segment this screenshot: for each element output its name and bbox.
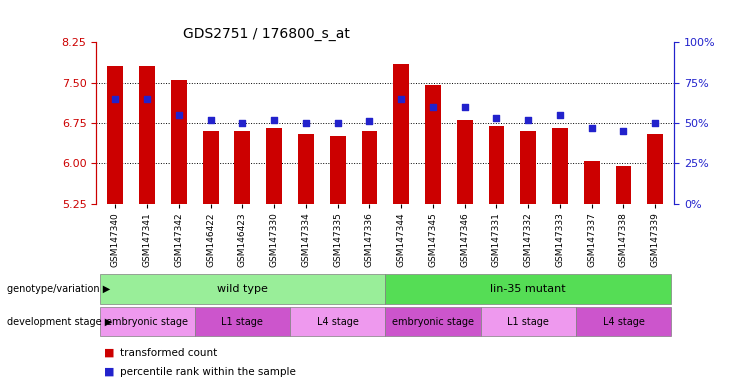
Point bbox=[364, 118, 376, 124]
Bar bbox=[99, 307, 195, 336]
Point bbox=[300, 120, 312, 126]
Point bbox=[142, 96, 153, 102]
Bar bbox=[425, 85, 441, 204]
Point bbox=[395, 96, 407, 102]
Point bbox=[236, 120, 248, 126]
Text: development stage ▶: development stage ▶ bbox=[7, 316, 113, 327]
Point bbox=[649, 120, 661, 126]
Point bbox=[491, 115, 502, 121]
Bar bbox=[139, 66, 155, 204]
Bar bbox=[393, 64, 409, 204]
Bar bbox=[481, 307, 576, 336]
Text: L4 stage: L4 stage bbox=[316, 316, 359, 327]
Point bbox=[522, 117, 534, 123]
Text: lin-35 mutant: lin-35 mutant bbox=[491, 284, 566, 294]
Point bbox=[332, 120, 344, 126]
Text: L1 stage: L1 stage bbox=[222, 316, 263, 327]
Bar bbox=[456, 120, 473, 204]
Bar bbox=[266, 128, 282, 204]
Point bbox=[110, 96, 122, 102]
Bar bbox=[576, 307, 671, 336]
Point bbox=[205, 117, 216, 123]
Bar bbox=[385, 274, 671, 304]
Text: ■: ■ bbox=[104, 348, 118, 358]
Bar bbox=[616, 166, 631, 204]
Text: ■: ■ bbox=[104, 367, 118, 377]
Text: wild type: wild type bbox=[217, 284, 268, 294]
Bar bbox=[520, 131, 536, 204]
Bar bbox=[488, 126, 505, 204]
Bar bbox=[330, 136, 345, 204]
Text: L1 stage: L1 stage bbox=[508, 316, 549, 327]
Point bbox=[459, 104, 471, 110]
Point bbox=[427, 104, 439, 110]
Text: embryonic stage: embryonic stage bbox=[106, 316, 188, 327]
Point bbox=[173, 112, 185, 118]
Text: genotype/variation ▶: genotype/variation ▶ bbox=[7, 284, 110, 294]
Bar bbox=[648, 134, 663, 204]
Bar bbox=[203, 131, 219, 204]
Point bbox=[586, 125, 598, 131]
Text: embryonic stage: embryonic stage bbox=[392, 316, 474, 327]
Bar bbox=[584, 161, 599, 204]
Text: GDS2751 / 176800_s_at: GDS2751 / 176800_s_at bbox=[183, 27, 350, 41]
Text: transformed count: transformed count bbox=[120, 348, 217, 358]
Bar bbox=[298, 134, 314, 204]
Bar bbox=[362, 131, 377, 204]
Bar bbox=[290, 307, 385, 336]
Text: L4 stage: L4 stage bbox=[602, 316, 645, 327]
Point bbox=[268, 117, 280, 123]
Point bbox=[617, 128, 629, 134]
Bar bbox=[234, 131, 250, 204]
Bar bbox=[171, 80, 187, 204]
Bar bbox=[107, 66, 123, 204]
Bar bbox=[385, 307, 481, 336]
Bar bbox=[195, 307, 290, 336]
Text: percentile rank within the sample: percentile rank within the sample bbox=[120, 367, 296, 377]
Bar bbox=[552, 128, 568, 204]
Point bbox=[554, 112, 566, 118]
Bar bbox=[99, 274, 385, 304]
